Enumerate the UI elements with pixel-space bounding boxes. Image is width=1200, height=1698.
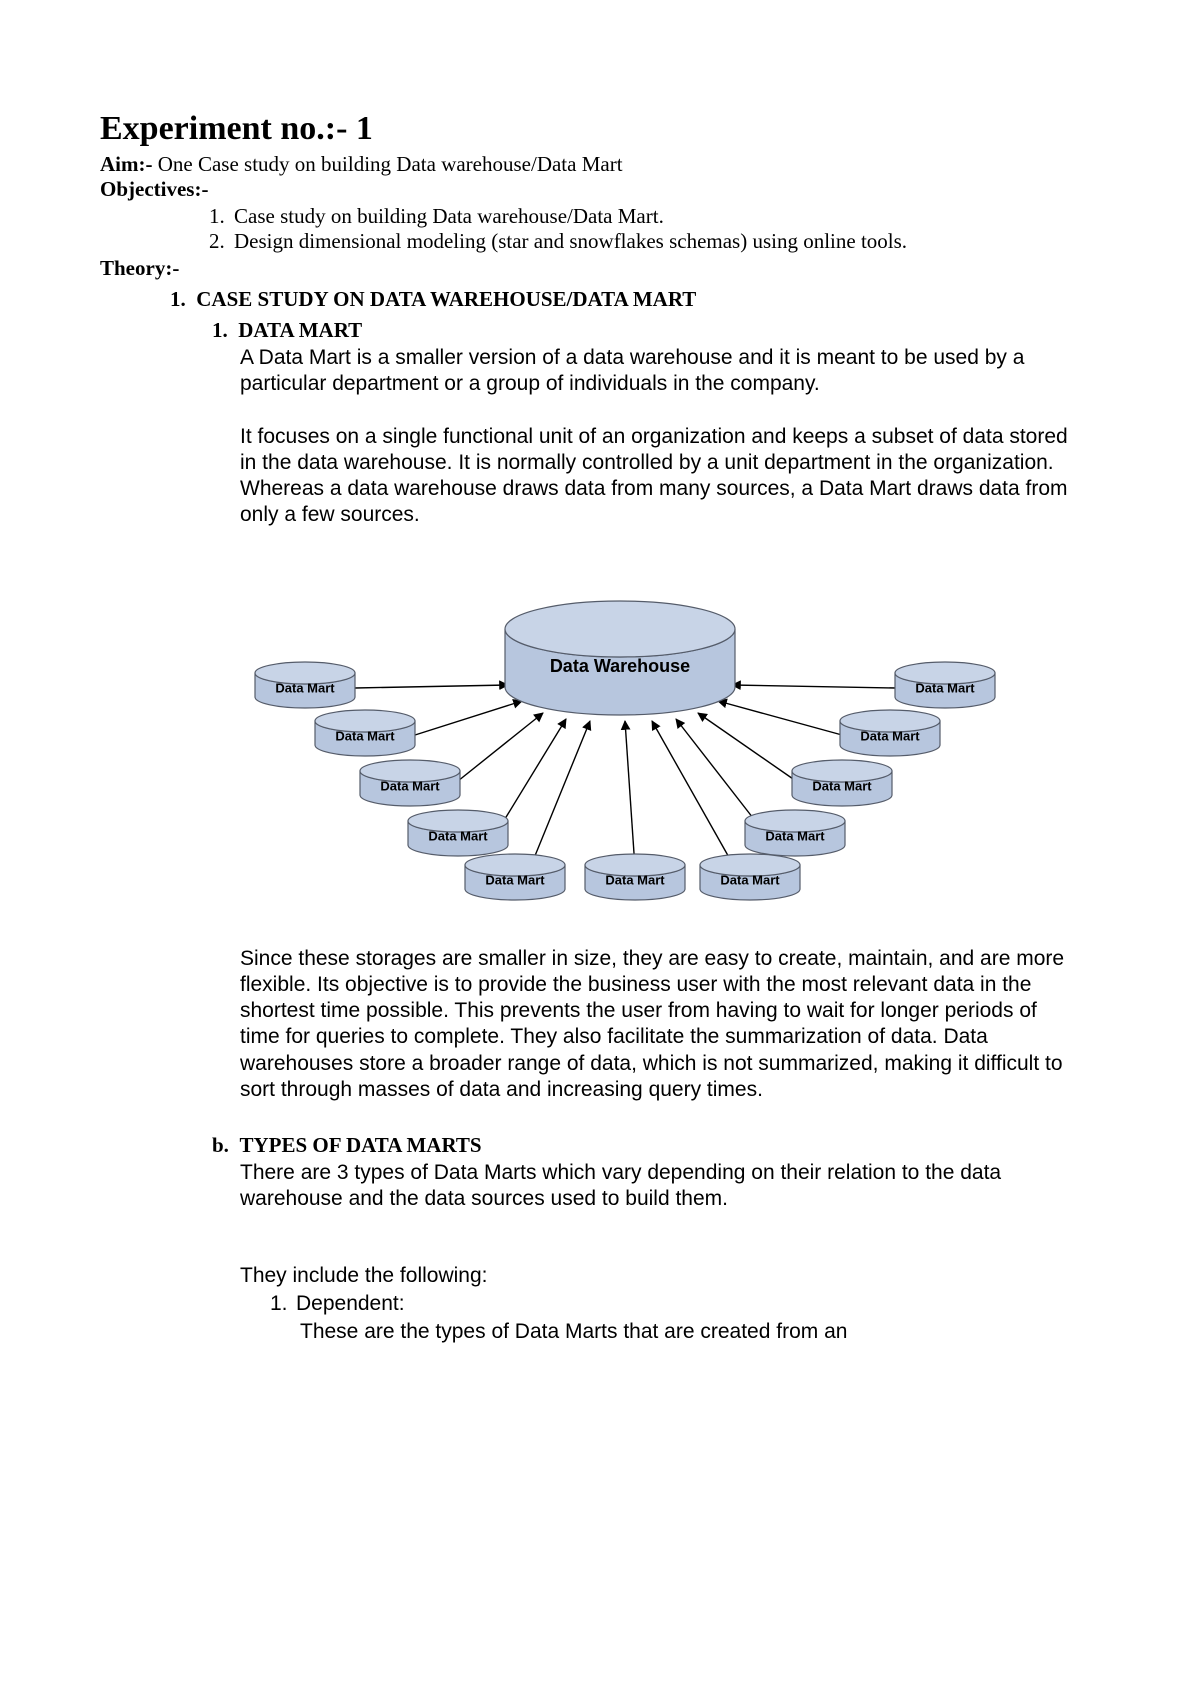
blank-line <box>100 1105 1100 1127</box>
types-num: b. <box>212 1133 229 1157</box>
svg-text:Data Mart: Data Mart <box>720 872 780 887</box>
svg-text:Data Mart: Data Mart <box>485 872 545 887</box>
svg-text:Data Warehouse: Data Warehouse <box>550 656 690 676</box>
svg-text:Data Mart: Data Mart <box>275 680 335 695</box>
aim-text: One Case study on building Data warehous… <box>152 152 622 176</box>
objective-item: Design dimensional modeling (star and sn… <box>230 229 1100 254</box>
svg-text:Data Mart: Data Mart <box>335 728 395 743</box>
types-heading: b. TYPES OF DATA MARTS <box>100 1133 1100 1158</box>
svg-text:Data Mart: Data Mart <box>915 680 975 695</box>
datamart-diagram: Data Warehouse Data Mart Data Mart Data Mar… <box>100 543 1100 928</box>
svg-text:Data Mart: Data Mart <box>765 828 825 843</box>
svg-text:Data Mart: Data Mart <box>812 778 872 793</box>
paragraph: It focuses on a single functional unit o… <box>100 424 1100 529</box>
svg-text:Data Mart: Data Mart <box>428 828 488 843</box>
datamart-heading: 1. DATA MART <box>100 318 1100 343</box>
blank-line <box>100 1239 1100 1261</box>
blank-line <box>100 1215 1100 1237</box>
datamart-title: DATA MART <box>238 318 362 342</box>
objective-item: Case study on building Data warehouse/Da… <box>230 204 1100 229</box>
objectives-label: Objectives:- <box>100 177 1100 202</box>
type-name: Dependent: <box>296 1292 405 1315</box>
types-title: TYPES OF DATA MARTS <box>239 1133 481 1157</box>
theory-label: Theory:- <box>100 256 1100 281</box>
blank-line <box>100 400 1100 422</box>
paragraph: They include the following: <box>100 1263 1100 1289</box>
paragraph: Since these storages are smaller in size… <box>100 946 1100 1104</box>
type-num: 1. <box>270 1291 296 1317</box>
type-list-item: 1.Dependent: <box>100 1291 1100 1317</box>
datamart-num: 1. <box>212 318 228 342</box>
aim-line: Aim:- One Case study on building Data wa… <box>100 152 1100 177</box>
aim-label: Aim:- <box>100 152 152 176</box>
svg-text:Data Mart: Data Mart <box>605 872 665 887</box>
page-title: Experiment no.:- 1 <box>100 110 1100 148</box>
paragraph: There are 3 types of Data Marts which va… <box>100 1160 1100 1213</box>
theory-section-num: 1. <box>170 287 186 311</box>
paragraph: A Data Mart is a smaller version of a da… <box>100 345 1100 398</box>
type-body: These are the types of Data Marts that a… <box>100 1319 1100 1345</box>
svg-text:Data Mart: Data Mart <box>380 778 440 793</box>
svg-text:Data Mart: Data Mart <box>860 728 920 743</box>
objectives-list: Case study on building Data warehouse/Da… <box>100 204 1100 254</box>
theory-section-heading: 1. CASE STUDY ON DATA WAREHOUSE/DATA MAR… <box>100 287 1100 312</box>
theory-section-title: CASE STUDY ON DATA WAREHOUSE/DATA MART <box>196 287 696 311</box>
